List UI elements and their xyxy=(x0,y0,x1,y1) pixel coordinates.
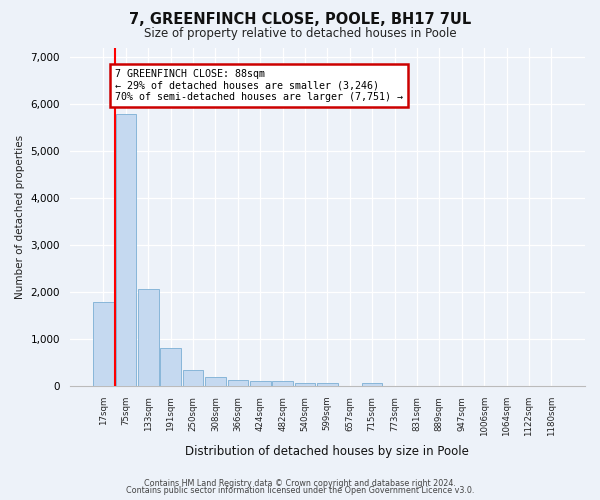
Bar xyxy=(272,381,293,386)
Bar xyxy=(138,289,158,386)
Bar xyxy=(362,383,382,386)
Bar xyxy=(160,348,181,386)
Text: 7 GREENFINCH CLOSE: 88sqm
← 29% of detached houses are smaller (3,246)
70% of se: 7 GREENFINCH CLOSE: 88sqm ← 29% of detac… xyxy=(115,68,403,102)
Bar xyxy=(205,377,226,386)
Text: Contains public sector information licensed under the Open Government Licence v3: Contains public sector information licen… xyxy=(126,486,474,495)
Bar xyxy=(250,381,271,386)
Y-axis label: Number of detached properties: Number of detached properties xyxy=(15,134,25,299)
Text: Size of property relative to detached houses in Poole: Size of property relative to detached ho… xyxy=(143,28,457,40)
X-axis label: Distribution of detached houses by size in Poole: Distribution of detached houses by size … xyxy=(185,444,469,458)
Bar xyxy=(317,383,338,386)
Text: 7, GREENFINCH CLOSE, POOLE, BH17 7UL: 7, GREENFINCH CLOSE, POOLE, BH17 7UL xyxy=(129,12,471,28)
Bar xyxy=(93,302,114,386)
Bar xyxy=(227,380,248,386)
Bar xyxy=(116,114,136,386)
Text: Contains HM Land Registry data © Crown copyright and database right 2024.: Contains HM Land Registry data © Crown c… xyxy=(144,478,456,488)
Bar xyxy=(295,383,315,386)
Bar xyxy=(183,370,203,386)
